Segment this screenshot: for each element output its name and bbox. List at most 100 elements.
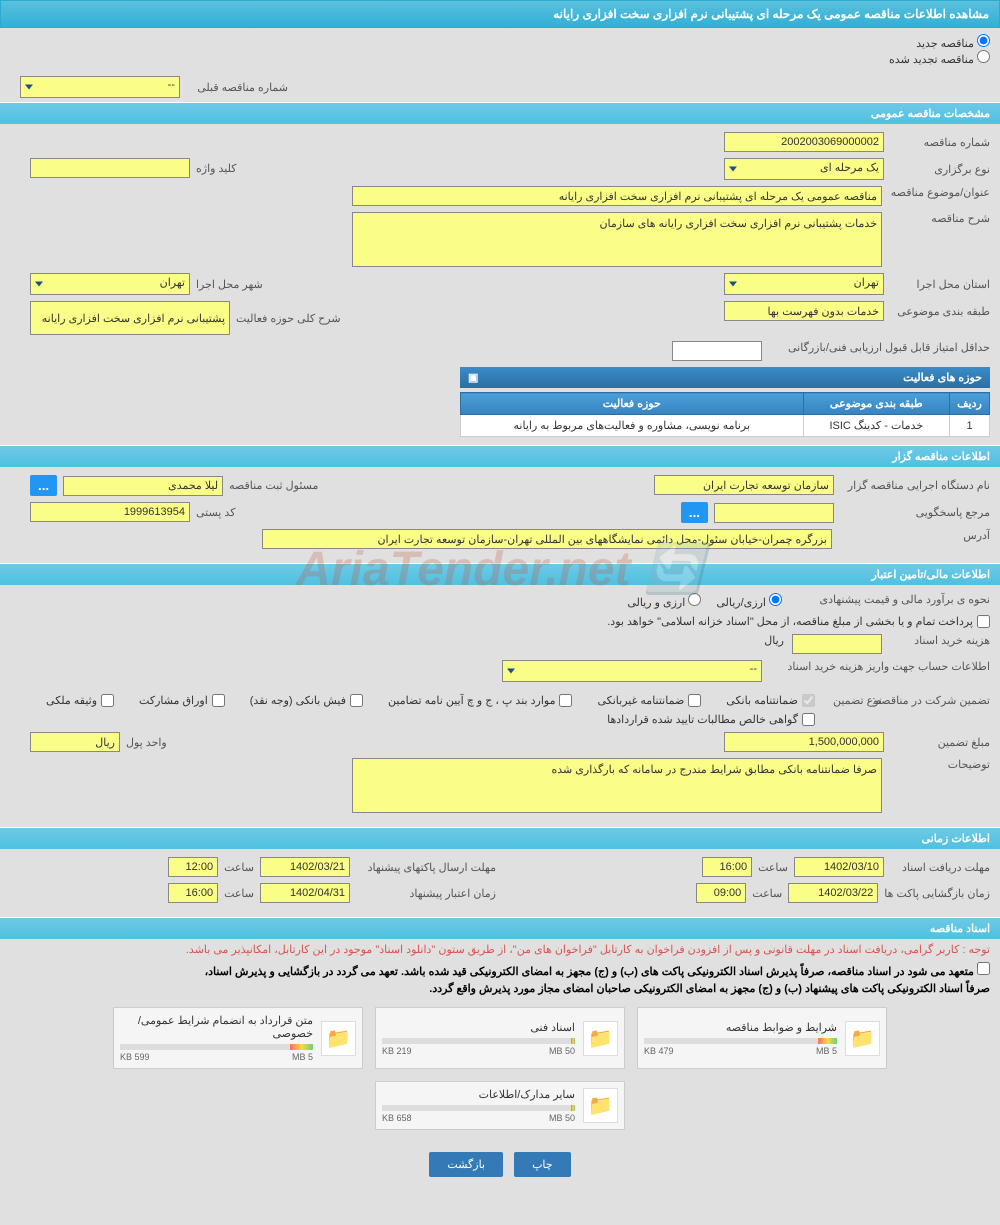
gt-bank[interactable]: ضمانتنامه بانکی: [726, 694, 815, 707]
category-field: خدمات بدون فهرست بها: [724, 301, 884, 321]
prev-tender-label: شماره مناقصه قبلی: [188, 81, 288, 94]
subject-label: عنوان/موضوع مناقصه: [890, 186, 990, 199]
file-grid: 📁 شرایط و ضوابط مناقصه 5 MB479 KB 📁 اسنا…: [0, 997, 1000, 1140]
back-button[interactable]: بازگشت: [429, 1152, 503, 1177]
radio-fx[interactable]: ارزی/ریالی: [716, 593, 782, 609]
estimate-label: نحوه ی برآورد مالی و قیمت پیشنهادی: [790, 593, 990, 606]
radio-rial-label: ارزی و ریالی: [627, 597, 685, 609]
radio-rial[interactable]: ارزی و ریالی: [627, 593, 701, 609]
receive-time-label: ساعت: [758, 861, 788, 874]
file-title: اسناد فنی: [382, 1021, 575, 1034]
min-score-field[interactable]: [672, 341, 762, 361]
gt-cash[interactable]: فیش بانکی (وجه نقد): [250, 694, 363, 707]
section-documents-header: اسناد مناقصه: [0, 917, 1000, 939]
gt-property[interactable]: وثیقه ملکی: [46, 694, 114, 707]
prev-tender-row: شماره مناقصه قبلی --: [0, 72, 1000, 102]
desc-field[interactable]: خدمات پشتیبانی نرم افزاری سخت افزاری رای…: [352, 212, 882, 267]
section-organizer-header: اطلاعات مناقصه گزار: [0, 445, 1000, 467]
gt-clauses[interactable]: موارد بند پ ، ج و چ آیین نامه تضامین: [388, 694, 572, 707]
guarantee-label: تضمین شرکت در مناقصه:: [890, 694, 990, 707]
file-card[interactable]: 📁 متن قرارداد به انضمام شرایط عمومی/خصوص…: [113, 1007, 363, 1069]
prev-tender-select[interactable]: --: [20, 76, 180, 98]
category-label: طبقه بندی موضوعی: [890, 305, 990, 318]
activity-scope-label: شرح کلی حوزه فعالیت: [236, 312, 341, 325]
section-financial-header: اطلاعات مالی/تامین اعتبار: [0, 563, 1000, 585]
submit-time-label: ساعت: [224, 861, 254, 874]
contact-lookup-button[interactable]: ...: [681, 502, 708, 523]
doc-cost-label: هزینه خرید اسناد: [890, 634, 990, 647]
address-label: آدرس: [840, 529, 990, 542]
radio-renewed[interactable]: مناقصه تجدید شده: [889, 54, 990, 66]
activity-table: ردیف طبقه بندی موضوعی حوزه فعالیت 1خدمات…: [460, 392, 990, 437]
unit-field: ریال: [30, 732, 120, 752]
fin-notes-field[interactable]: صرفا ضمانتنامه بانکی مطابق شرایط مندرج د…: [352, 758, 882, 813]
folder-icon: 📁: [583, 1021, 618, 1056]
file-title: سایر مدارک/اطلاعات: [382, 1088, 575, 1101]
province-select[interactable]: تهران: [724, 273, 884, 295]
fin-notes-label: توضیحات: [890, 758, 990, 771]
account-select[interactable]: --: [502, 660, 762, 682]
subject-field: مناقصه عمومی یک مرحله ای پشتیبانی نرم اف…: [352, 186, 882, 206]
notice-1: توجه : کاربر گرامی، دریافت اسناد در مهلت…: [0, 939, 1000, 960]
type-value: یک مرحله ای: [820, 162, 879, 174]
file-title: متن قرارداد به انضمام شرایط عمومی/خصوصی: [120, 1014, 313, 1040]
open-time: 09:00: [696, 883, 746, 903]
table-row: 1خدمات - کدینگ ISICبرنامه نویسی، مشاوره …: [461, 415, 990, 437]
collapse-icon[interactable]: ▣: [468, 371, 478, 384]
province-value: تهران: [854, 277, 879, 289]
unit-label: واحد پول: [126, 736, 167, 749]
receive-date: 1402/03/10: [794, 857, 884, 877]
section-general-header: مشخصات مناقصه عمومی: [0, 102, 1000, 124]
city-select[interactable]: تهران: [30, 273, 190, 295]
doc-cost-field[interactable]: [792, 634, 882, 654]
activity-scope-field: پشتیبانی نرم افزاری سخت افزاری رایانه: [30, 301, 230, 335]
account-label: اطلاعات حساب جهت واریز هزینه خرید اسناد: [770, 660, 990, 673]
radio-new[interactable]: مناقصه جدید: [916, 38, 990, 50]
guarantee-checkboxes: ضمانتنامه بانکی ضمانتنامه غیربانکی موارد…: [10, 694, 815, 726]
contact-field[interactable]: [714, 503, 834, 523]
page-title: مشاهده اطلاعات مناقصه عمومی یک مرحله ای …: [0, 0, 1000, 28]
province-label: استان محل اجرا: [890, 278, 990, 291]
keyword-field[interactable]: [30, 158, 190, 178]
file-card[interactable]: 📁 سایر مدارک/اطلاعات 50 MB658 KB: [375, 1081, 625, 1130]
notice-3: صرفاً اسناد الکترونیکی پاکت های پیشنهاد …: [0, 980, 1000, 997]
submit-label: مهلت ارسال پاکتهای پیشنهاد: [356, 861, 496, 874]
validity-time: 16:00: [168, 883, 218, 903]
type-select[interactable]: یک مرحله ای: [724, 158, 884, 180]
file-card[interactable]: 📁 اسناد فنی 50 MB219 KB: [375, 1007, 625, 1069]
radio-new-label: مناقصه جدید: [916, 38, 974, 50]
amount-label: مبلغ تضمین: [890, 736, 990, 749]
treasury-checkbox[interactable]: پرداخت تمام و یا بخشی از مبلغ مناقصه، از…: [607, 615, 990, 628]
gt-bonds[interactable]: اوراق مشارکت: [139, 694, 225, 707]
gt-nonbank[interactable]: ضمانتنامه غیربانکی: [597, 694, 701, 707]
reg-field: لیلا محمدی: [63, 476, 223, 496]
section-organizer-body: نام دستگاه اجرایی مناقصه گزار سازمان توس…: [0, 467, 1000, 563]
city-value: تهران: [160, 277, 185, 289]
doc-cost-unit: ریال: [764, 634, 784, 647]
tender-no-label: شماره مناقصه: [890, 136, 990, 149]
col-category: طبقه بندی موضوعی: [803, 393, 949, 415]
section-financial-body: نحوه ی برآورد مالی و قیمت پیشنهادی ارزی/…: [0, 585, 1000, 827]
org-label: نام دستگاه اجرایی مناقصه گزار: [840, 479, 990, 492]
print-button[interactable]: چاپ: [514, 1152, 571, 1177]
section-timing-body: مهلت دریافت اسناد 1402/03/10 ساعت 16:00 …: [0, 849, 1000, 917]
guarantee-type-label: نوع تضمین: [833, 694, 882, 707]
footer-buttons: چاپ بازگشت: [0, 1140, 1000, 1189]
reg-lookup-button[interactable]: ...: [30, 475, 57, 496]
commit-checkbox[interactable]: [977, 962, 990, 975]
activity-table-title: حوزه های فعالیت: [903, 371, 982, 384]
validity-date: 1402/04/31: [260, 883, 350, 903]
account-value: --: [750, 663, 757, 675]
tender-no-field: 2002003069000002: [724, 132, 884, 152]
amount-field: 1,500,000,000: [724, 732, 884, 752]
col-scope: حوزه فعالیت: [461, 393, 804, 415]
treasury-label: پرداخت تمام و یا بخشی از مبلغ مناقصه، از…: [607, 615, 973, 628]
open-label: زمان بازگشایی پاکت ها: [884, 887, 990, 900]
type-label: نوع برگزاری: [890, 163, 990, 176]
prev-tender-value: --: [168, 79, 175, 91]
file-card[interactable]: 📁 شرایط و ضوابط مناقصه 5 MB479 KB: [637, 1007, 887, 1069]
gt-cert[interactable]: گواهی خالص مطالبات تایید شده قراردادها: [10, 713, 815, 726]
radio-fx-label: ارزی/ریالی: [716, 597, 766, 609]
col-row: ردیف: [950, 393, 990, 415]
desc-label: شرح مناقصه: [890, 212, 990, 225]
